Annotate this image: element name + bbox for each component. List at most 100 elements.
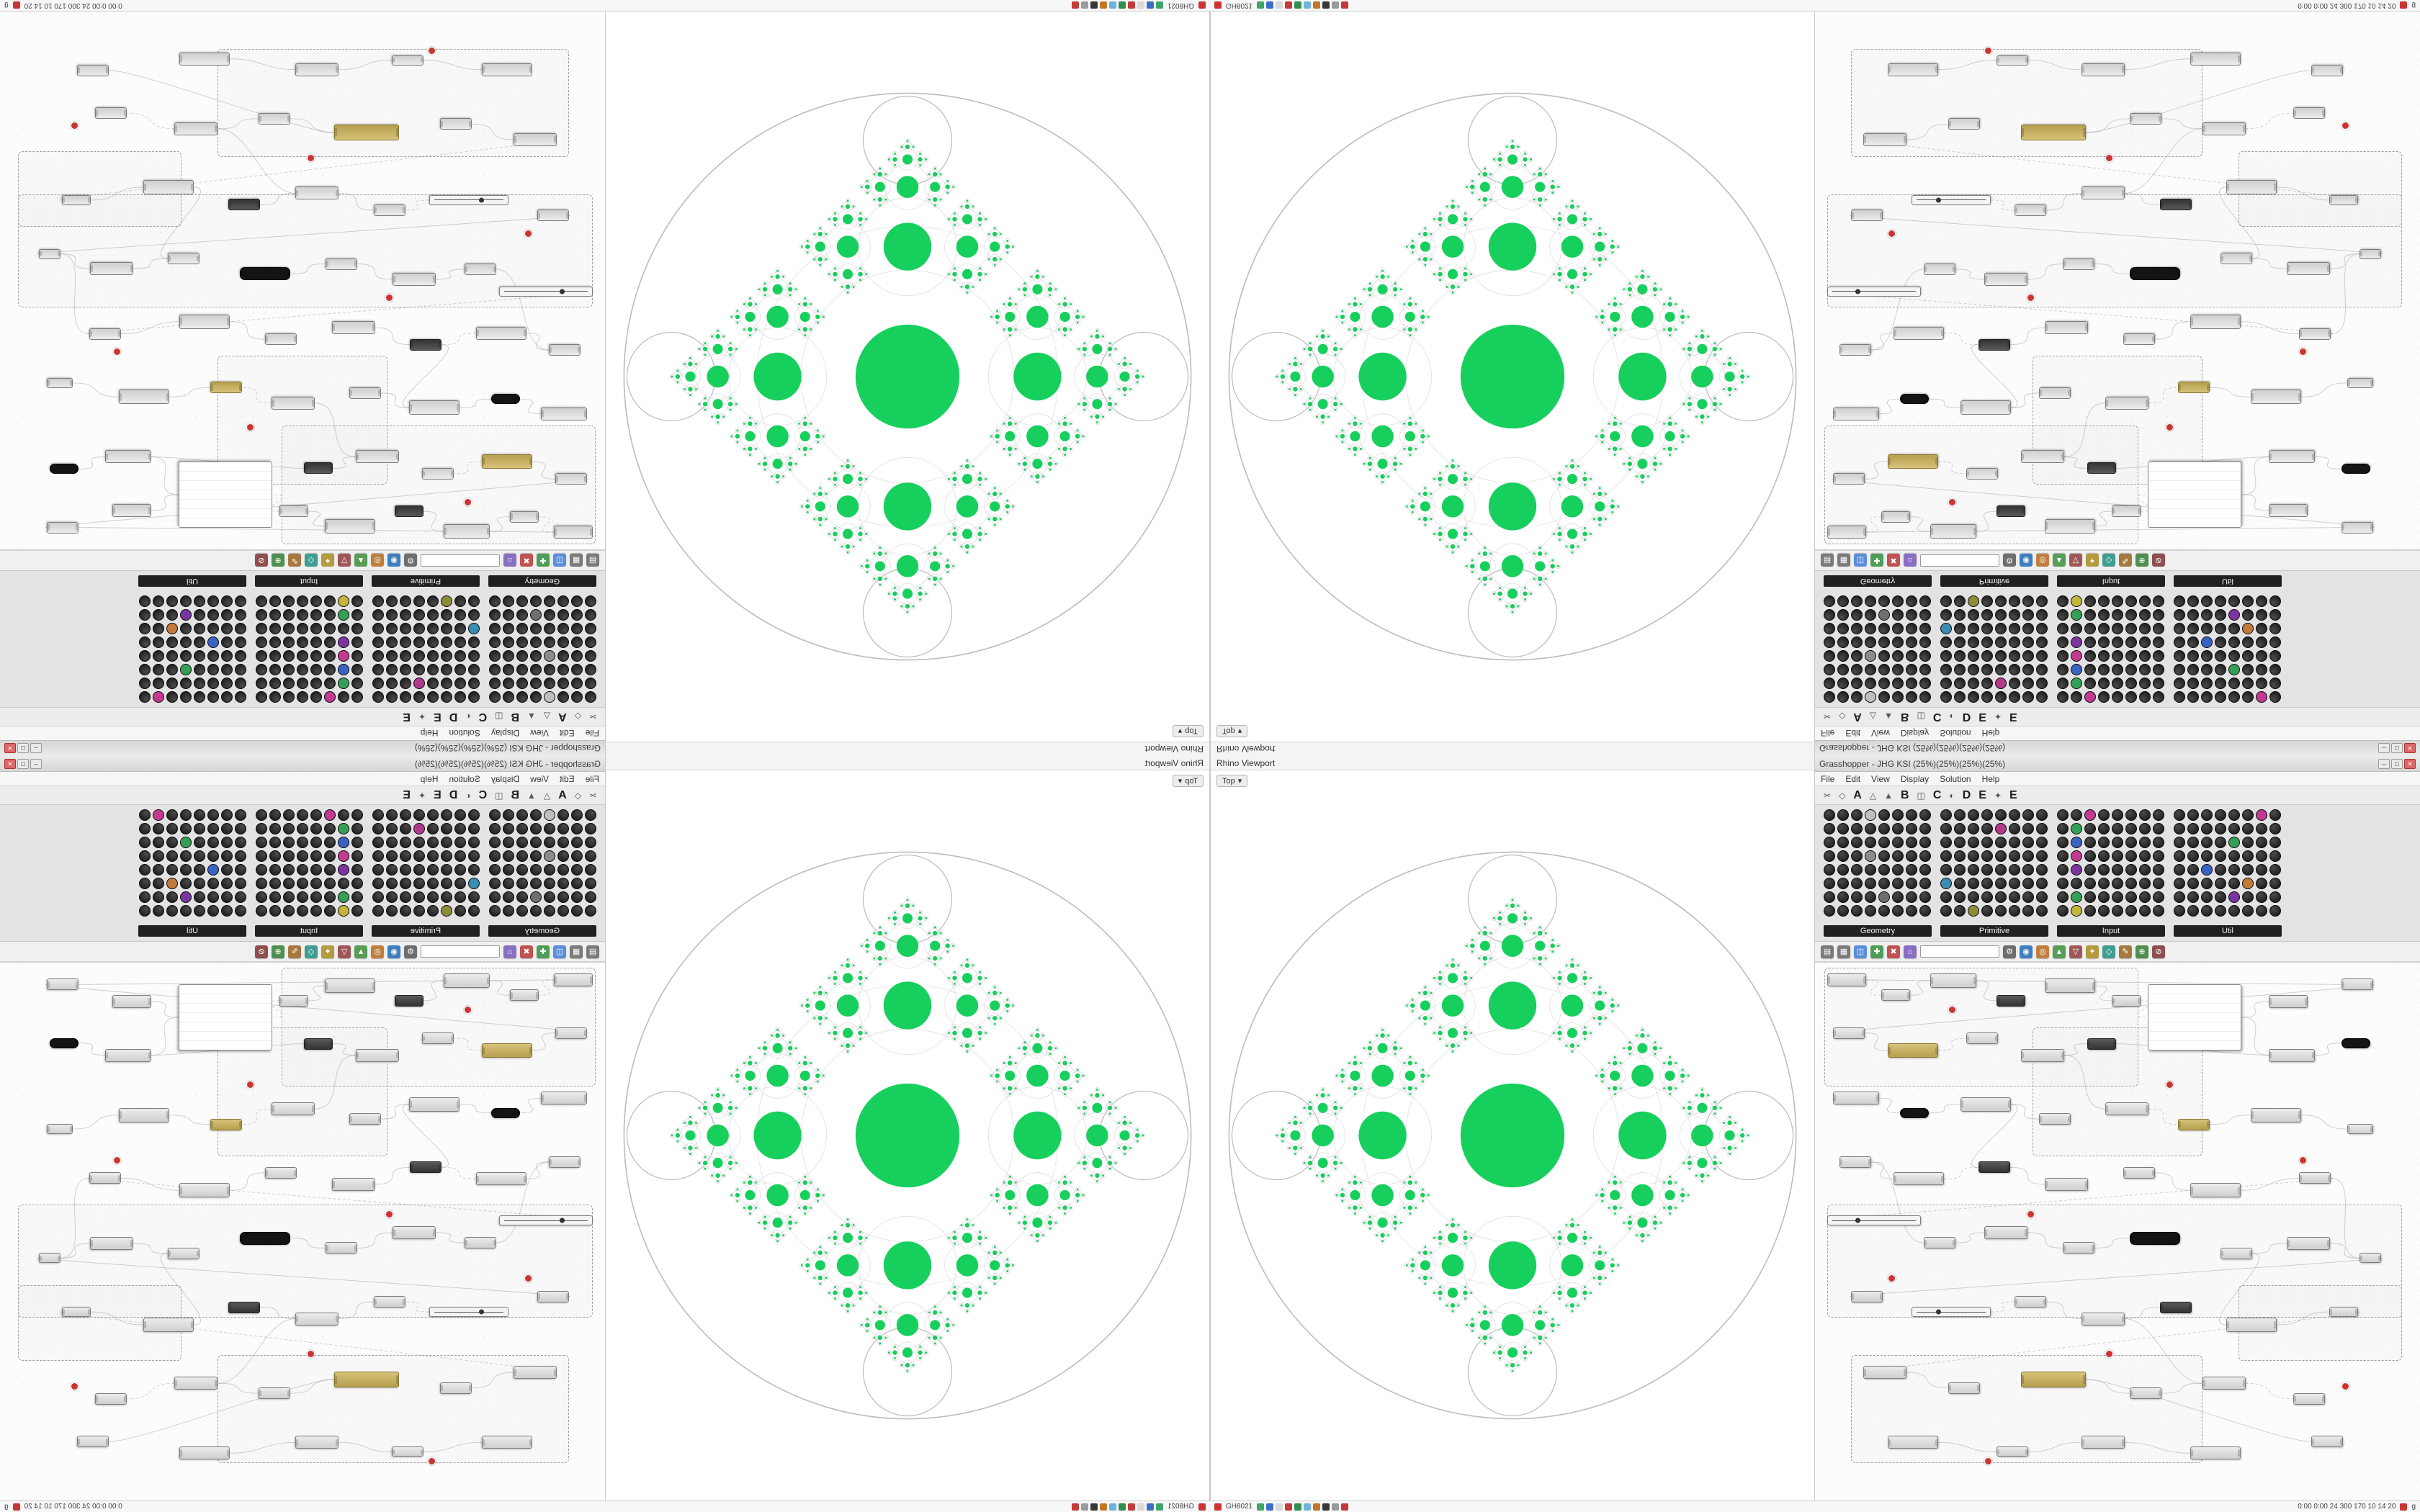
component-icon[interactable] — [297, 850, 308, 862]
component-icon[interactable] — [441, 609, 452, 621]
component-icon[interactable] — [585, 650, 596, 662]
tab-icon[interactable]: ✦ — [1994, 790, 2002, 801]
gh-node[interactable] — [395, 505, 424, 518]
component-icon[interactable] — [324, 636, 336, 648]
component-icon[interactable] — [2139, 823, 2151, 834]
component-icon[interactable] — [2187, 823, 2199, 834]
component-icon[interactable] — [2215, 595, 2226, 607]
component-icon[interactable] — [1995, 823, 2007, 834]
component-icon[interactable] — [413, 691, 425, 703]
component-icon[interactable] — [1940, 850, 1952, 862]
component-icon[interactable] — [2242, 905, 2254, 917]
component-icon[interactable] — [400, 595, 411, 607]
component-icon[interactable] — [400, 609, 411, 621]
gh-node[interactable] — [1948, 1382, 1980, 1394]
component-icon[interactable] — [2036, 837, 2048, 848]
component-icon[interactable] — [427, 891, 439, 903]
gh-node[interactable] — [331, 321, 375, 335]
gh-node[interactable] — [1827, 286, 1921, 297]
tab-icon[interactable]: △ — [543, 711, 551, 722]
component-icon[interactable] — [1892, 691, 1904, 703]
component-icon[interactable] — [2084, 878, 2096, 889]
component-icon[interactable] — [413, 650, 425, 662]
component-icon[interactable] — [468, 905, 480, 917]
component-icon[interactable] — [1968, 878, 1979, 889]
component-icon[interactable] — [530, 823, 542, 834]
component-icon[interactable] — [585, 823, 596, 834]
gh-node[interactable] — [513, 1366, 557, 1380]
component-icon[interactable] — [269, 891, 281, 903]
component-icon[interactable] — [297, 664, 308, 675]
component-icon[interactable] — [1878, 664, 1890, 675]
component-icon[interactable] — [2153, 837, 2164, 848]
gh-node[interactable] — [2269, 504, 2308, 518]
component-icon[interactable] — [2228, 837, 2240, 848]
component-icon[interactable] — [139, 837, 151, 848]
tray-icon[interactable] — [1313, 1503, 1321, 1511]
component-icon[interactable] — [557, 891, 569, 903]
component-icon[interactable] — [324, 823, 336, 834]
component-tab-e[interactable]: E — [403, 788, 411, 801]
gh-node[interactable] — [62, 194, 91, 205]
gh-node[interactable] — [295, 63, 339, 76]
gh-node[interactable] — [179, 462, 272, 528]
gh-node[interactable] — [513, 132, 557, 146]
gh-node[interactable] — [1833, 407, 1880, 420]
component-icon[interactable] — [2036, 823, 2048, 834]
component-icon[interactable] — [1981, 691, 1993, 703]
component-icon[interactable] — [1878, 905, 1890, 917]
component-icon[interactable] — [297, 891, 308, 903]
tab-icon[interactable]: ◫ — [495, 790, 503, 801]
component-icon[interactable] — [2084, 678, 2096, 689]
gh-node[interactable] — [475, 1172, 526, 1186]
component-icon[interactable] — [427, 864, 439, 876]
toolbar-icon[interactable]: ⌂ — [503, 554, 516, 567]
component-icon[interactable] — [2153, 823, 2164, 834]
node-canvas[interactable] — [1815, 12, 2420, 550]
component-icon[interactable] — [2098, 609, 2110, 621]
component-icon[interactable] — [139, 609, 151, 621]
component-icon[interactable] — [2256, 678, 2267, 689]
component-icon[interactable] — [516, 623, 528, 634]
component-icon[interactable] — [2071, 891, 2082, 903]
gh-node[interactable] — [482, 1436, 533, 1449]
component-icon[interactable] — [2098, 850, 2110, 862]
gh-node[interactable] — [422, 1032, 454, 1045]
component-icon[interactable] — [530, 864, 542, 876]
gh-node[interactable] — [2269, 1048, 2315, 1062]
gh-node[interactable] — [1966, 1032, 1998, 1045]
component-icon[interactable] — [2269, 809, 2281, 821]
component-icon[interactable] — [1892, 837, 1904, 848]
viewport-title-bar[interactable]: Rhino Viewport — [606, 756, 1209, 770]
gh-node[interactable] — [334, 125, 400, 141]
component-icon[interactable] — [297, 609, 308, 621]
component-icon[interactable] — [372, 878, 384, 889]
component-icon[interactable] — [2098, 691, 2110, 703]
gh-node[interactable] — [2038, 1113, 2071, 1125]
component-icon[interactable] — [2201, 837, 2213, 848]
gh-node[interactable] — [271, 396, 315, 410]
component-icon[interactable] — [372, 595, 384, 607]
component-icon[interactable] — [2057, 850, 2069, 862]
gh-node[interactable] — [1887, 1043, 1938, 1058]
toolbar-icon[interactable]: ▽ — [2069, 554, 2082, 567]
component-icon[interactable] — [283, 595, 295, 607]
component-icon[interactable] — [1919, 891, 1931, 903]
component-icon[interactable] — [530, 905, 542, 917]
component-icon[interactable] — [2098, 905, 2110, 917]
component-icon[interactable] — [2084, 864, 2096, 876]
component-icon[interactable] — [1919, 850, 1931, 862]
component-icon[interactable] — [283, 837, 295, 848]
component-icon[interactable] — [2256, 878, 2267, 889]
component-icon[interactable] — [2153, 595, 2164, 607]
component-icon[interactable] — [1878, 650, 1890, 662]
component-icon[interactable] — [1865, 595, 1876, 607]
component-icon[interactable] — [235, 878, 246, 889]
menu-help[interactable]: Help — [1981, 773, 2000, 784]
component-icon[interactable] — [2057, 636, 2069, 648]
component-icon[interactable] — [557, 809, 569, 821]
component-icon[interactable] — [489, 850, 501, 862]
component-icon[interactable] — [2084, 905, 2096, 917]
toolbar-icon[interactable]: ▤ — [586, 945, 599, 958]
component-icon[interactable] — [2084, 837, 2096, 848]
